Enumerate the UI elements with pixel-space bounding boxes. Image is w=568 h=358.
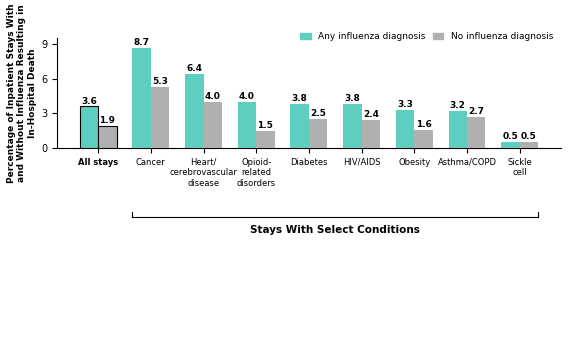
Y-axis label: Percentage of Inpatient Stays With
and Without Influenza Resulting in
In-Hospita: Percentage of Inpatient Stays With and W…: [7, 3, 37, 183]
Text: 1.9: 1.9: [99, 116, 115, 125]
Bar: [290, 104, 309, 148]
Bar: [238, 102, 256, 148]
Text: 2.7: 2.7: [468, 107, 484, 116]
Text: 1.6: 1.6: [416, 120, 432, 129]
Text: 8.7: 8.7: [133, 38, 149, 47]
Text: 4.0: 4.0: [205, 92, 221, 101]
Bar: [185, 74, 203, 148]
Text: 1.5: 1.5: [257, 121, 273, 130]
Bar: [520, 142, 538, 148]
Bar: [449, 111, 467, 148]
Bar: [414, 130, 433, 148]
Text: 3.6: 3.6: [81, 97, 97, 106]
Text: 3.3: 3.3: [397, 100, 413, 109]
Text: 3.8: 3.8: [292, 94, 308, 103]
Bar: [467, 117, 486, 148]
Bar: [396, 110, 414, 148]
Bar: [203, 102, 222, 148]
Text: 0.5: 0.5: [503, 132, 519, 141]
Bar: [362, 120, 380, 148]
Text: 5.3: 5.3: [152, 77, 168, 86]
Text: Stays With Select Conditions: Stays With Select Conditions: [250, 225, 420, 235]
Bar: [80, 106, 98, 148]
Text: 2.4: 2.4: [363, 110, 379, 120]
Bar: [309, 119, 327, 148]
Bar: [98, 126, 116, 148]
Text: 3.8: 3.8: [344, 94, 360, 103]
Bar: [256, 131, 275, 148]
Text: 6.4: 6.4: [186, 64, 202, 73]
Text: 3.2: 3.2: [450, 101, 466, 110]
Bar: [343, 104, 362, 148]
Text: 4.0: 4.0: [239, 92, 255, 101]
Text: 0.5: 0.5: [521, 132, 537, 141]
Legend: Any influenza diagnosis, No influenza diagnosis: Any influenza diagnosis, No influenza di…: [296, 29, 557, 45]
Bar: [501, 142, 520, 148]
Bar: [151, 87, 169, 148]
Bar: [132, 48, 151, 148]
Text: 2.5: 2.5: [310, 109, 326, 118]
